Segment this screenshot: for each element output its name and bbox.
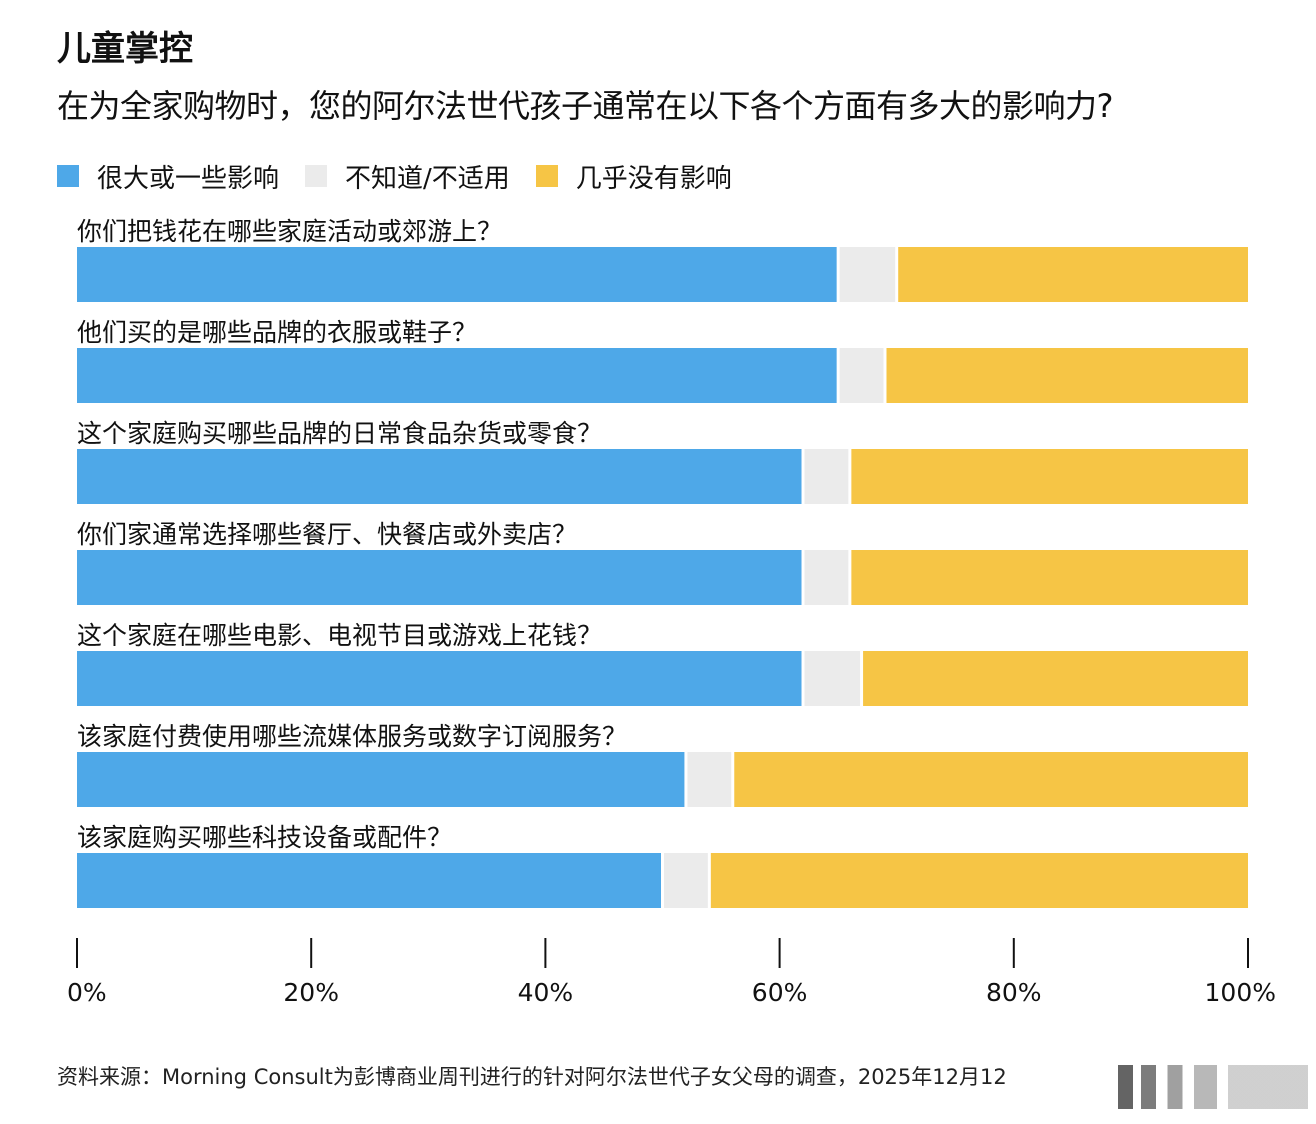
- bar-segment-influence: [77, 651, 804, 706]
- bar-segment-unknown: [685, 752, 733, 807]
- chart-subtitle: 在为全家购物时，您的阿尔法世代孩子通常在以下各个方面有多大的影响力?: [57, 87, 1114, 125]
- bar-segment-none: [732, 752, 1248, 807]
- category-label: 这个家庭购买哪些品牌的日常食品杂货或零食？: [77, 419, 602, 448]
- bar-separator: [860, 651, 864, 706]
- bar-segment-unknown: [803, 550, 850, 605]
- legend-item-unknown: 不知道/不适用: [305, 158, 510, 195]
- bar-segment-unknown: [803, 651, 862, 706]
- category-label: 该家庭购买哪些科技设备或配件？: [77, 823, 452, 852]
- bar-separator: [801, 550, 805, 605]
- bar-separator: [684, 752, 688, 807]
- bar-separator: [707, 853, 711, 908]
- category-label: 他们买的是哪些品牌的衣服或鞋子？: [77, 318, 477, 347]
- bar-segment-influence: [77, 550, 804, 605]
- bar-segment-influence: [77, 449, 804, 504]
- legend-item-none: 几乎没有影响: [535, 158, 732, 195]
- legend-swatch-none: [535, 165, 558, 187]
- bar-segment-unknown: [838, 348, 885, 403]
- legend-item-influence: 很大或一些影响: [57, 158, 279, 195]
- x-axis-tick-label: 100%: [1205, 978, 1276, 1007]
- bar-separator: [801, 651, 805, 706]
- legend-swatch-influence: [57, 165, 79, 187]
- legend-label-influence: 很大或一些影响: [97, 163, 280, 194]
- category-label: 这个家庭在哪些电影、电视节目或游戏上花钱？: [77, 621, 602, 650]
- bar-segment-influence: [77, 247, 839, 302]
- bar-segment-none: [849, 449, 1248, 504]
- category-label: 你们家通常选择哪些餐厅、快餐店或外卖店？: [77, 520, 577, 549]
- chart-title: 儿童掌控: [57, 29, 193, 69]
- bar-segment-unknown: [662, 853, 710, 908]
- x-axis-tick-label: 80%: [986, 978, 1042, 1007]
- bar-separator: [895, 247, 899, 302]
- bar-segment-unknown: [838, 247, 897, 302]
- bar-separator: [801, 449, 805, 504]
- bar-segment-none: [896, 247, 1248, 302]
- x-axis-tick-label: 20%: [283, 978, 339, 1007]
- category-label: 该家庭付费使用哪些流媒体服务或数字订阅服务？: [77, 722, 627, 751]
- category-label: 你们把钱花在哪些家庭活动或郊游上？: [77, 217, 502, 246]
- bar-separator: [848, 550, 852, 605]
- bar-segment-none: [849, 550, 1248, 605]
- watermark: [1118, 1065, 1308, 1109]
- legend-swatch-unknown: [305, 165, 328, 187]
- bar-segment-none: [861, 651, 1248, 706]
- bar-segment-none: [709, 853, 1248, 908]
- bar-segment-influence: [77, 853, 663, 908]
- bar-segment-none: [884, 348, 1248, 403]
- bar-separator: [848, 449, 852, 504]
- bar-segment-influence: [77, 348, 839, 403]
- legend-label-none: 几乎没有影响: [575, 163, 732, 194]
- stacked-bar-chart: 你们把钱花在哪些家庭活动或郊游上？ 他们买的是哪些品牌的衣服或鞋子？ 这个家庭购买哪…: [67, 217, 1276, 1007]
- x-axis-tick-label: 0%: [67, 978, 107, 1007]
- bar-segment-unknown: [803, 449, 850, 504]
- source-note: 资料来源：Morning Consult为彭博商业周刊进行的针对阿尔法世代子女父…: [57, 1065, 1007, 1089]
- x-axis-tick-label: 40%: [518, 978, 574, 1007]
- bar-separator: [836, 247, 840, 302]
- bar-separator: [836, 348, 840, 403]
- bar-separator: [661, 853, 664, 908]
- bar-segment-influence: [77, 752, 686, 807]
- legend-label-unknown: 不知道/不适用: [345, 163, 510, 194]
- bar-separator: [731, 752, 735, 807]
- legend: 很大或一些影响 不知道/不适用 几乎没有影响: [57, 158, 758, 194]
- x-axis-tick-label: 60%: [752, 978, 808, 1007]
- bar-separator: [883, 348, 887, 403]
